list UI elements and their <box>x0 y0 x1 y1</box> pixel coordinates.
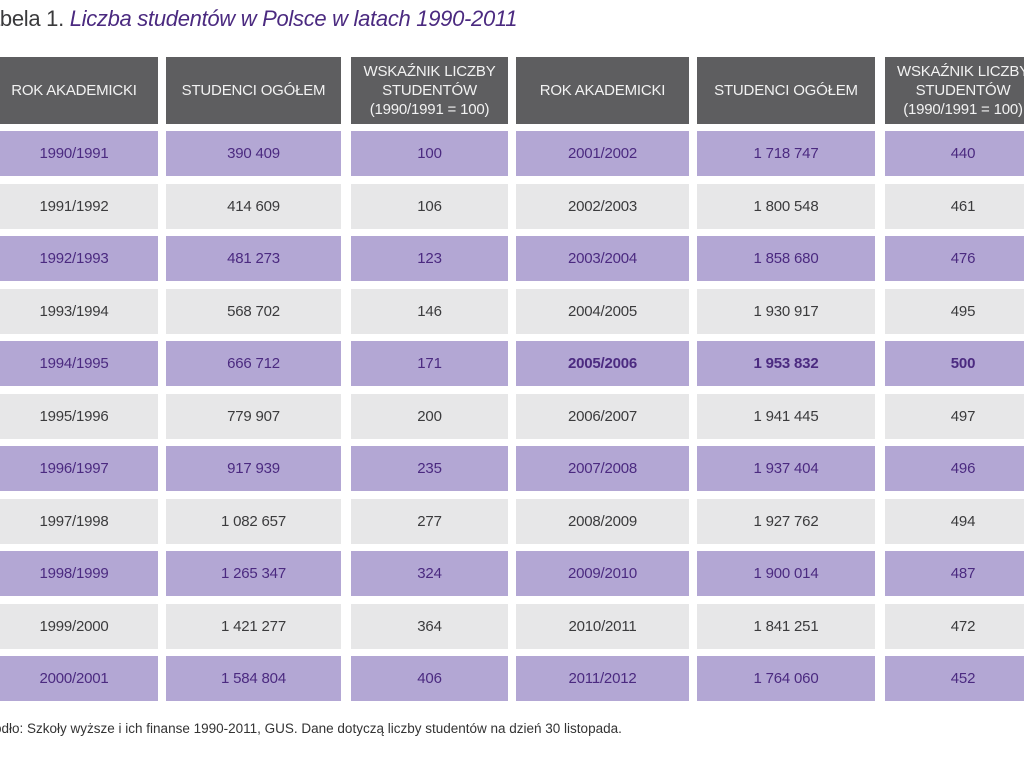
cell-students-total: 1 082 657 <box>166 499 341 544</box>
cell-academic-year: 1998/1999 <box>0 551 158 596</box>
cell-students-total: 1 421 277 <box>166 604 341 649</box>
cell-student-index: 495 <box>885 289 1024 334</box>
cell-students-total: 1 841 251 <box>697 604 875 649</box>
cell-student-index: 452 <box>885 656 1024 701</box>
cell-student-index: 100 <box>351 131 508 176</box>
cell-academic-year: 1997/1998 <box>0 499 158 544</box>
header-students-total: STUDENCI OGÓŁEM <box>697 57 875 124</box>
cell-students-total: 1 858 680 <box>697 236 875 281</box>
cell-academic-year: 1991/1992 <box>0 184 158 229</box>
cell-student-index: 494 <box>885 499 1024 544</box>
cell-student-index: 476 <box>885 236 1024 281</box>
cell-student-index: 123 <box>351 236 508 281</box>
cell-academic-year: 2010/2011 <box>516 604 689 649</box>
cell-student-index: 324 <box>351 551 508 596</box>
cell-student-index: 277 <box>351 499 508 544</box>
header-students-total: STUDENCI OGÓŁEM <box>166 57 341 124</box>
header-academic-year: ROK AKADEMICKI <box>516 57 689 124</box>
cell-academic-year: 1996/1997 <box>0 446 158 491</box>
cell-student-index: 472 <box>885 604 1024 649</box>
cell-student-index: 200 <box>351 394 508 439</box>
cell-students-total: 568 702 <box>166 289 341 334</box>
cell-students-total: 390 409 <box>166 131 341 176</box>
cell-students-total: 1 718 747 <box>697 131 875 176</box>
cell-students-total: 1 937 404 <box>697 446 875 491</box>
cell-academic-year: 2001/2002 <box>516 131 689 176</box>
cell-students-total: 1 927 762 <box>697 499 875 544</box>
cell-students-total: 917 939 <box>166 446 341 491</box>
cell-student-index: 406 <box>351 656 508 701</box>
header-student-index: WSKAŹNIK LICZBY STUDENTÓW (1990/1991 = 1… <box>885 57 1024 124</box>
cell-students-total: 1 584 804 <box>166 656 341 701</box>
cell-student-index: 235 <box>351 446 508 491</box>
cell-academic-year: 1999/2000 <box>0 604 158 649</box>
cell-students-total: 1 265 347 <box>166 551 341 596</box>
cell-students-total: 666 712 <box>166 341 341 386</box>
cell-academic-year: 2007/2008 <box>516 446 689 491</box>
cell-academic-year: 2009/2010 <box>516 551 689 596</box>
cell-students-total: 1 800 548 <box>697 184 875 229</box>
cell-students-total: 1 900 014 <box>697 551 875 596</box>
cell-academic-year: 1993/1994 <box>0 289 158 334</box>
cell-academic-year: 2003/2004 <box>516 236 689 281</box>
cell-academic-year: 2000/2001 <box>0 656 158 701</box>
header-academic-year: ROK AKADEMICKI <box>0 57 158 124</box>
cell-students-total: 779 907 <box>166 394 341 439</box>
cell-student-index: 440 <box>885 131 1024 176</box>
cell-student-index: 496 <box>885 446 1024 491</box>
table-caption: Liczba studentów w Polsce w latach 1990-… <box>69 6 518 31</box>
header-student-index: WSKAŹNIK LICZBY STUDENTÓW (1990/1991 = 1… <box>351 57 508 124</box>
cell-students-total: 1 764 060 <box>697 656 875 701</box>
cell-student-index: 146 <box>351 289 508 334</box>
cell-academic-year: 2002/2003 <box>516 184 689 229</box>
source-note: ódło: Szkoły wyższe i ich finanse 1990-2… <box>0 721 622 736</box>
cell-academic-year: 1990/1991 <box>0 131 158 176</box>
cell-students-total: 481 273 <box>166 236 341 281</box>
cell-student-index: 500 <box>885 341 1024 386</box>
cell-students-total: 1 941 445 <box>697 394 875 439</box>
cell-student-index: 461 <box>885 184 1024 229</box>
cell-academic-year: 2004/2005 <box>516 289 689 334</box>
cell-academic-year: 2011/2012 <box>516 656 689 701</box>
cell-academic-year: 2005/2006 <box>516 341 689 386</box>
cell-academic-year: 2008/2009 <box>516 499 689 544</box>
cell-student-index: 171 <box>351 341 508 386</box>
cell-student-index: 497 <box>885 394 1024 439</box>
table-title: abela 1. Liczba studentów w Polsce w lat… <box>0 6 517 32</box>
cell-academic-year: 1994/1995 <box>0 341 158 386</box>
cell-students-total: 1 930 917 <box>697 289 875 334</box>
cell-academic-year: 1992/1993 <box>0 236 158 281</box>
cell-academic-year: 1995/1996 <box>0 394 158 439</box>
cell-student-index: 487 <box>885 551 1024 596</box>
cell-student-index: 106 <box>351 184 508 229</box>
table-number: abela 1. <box>0 6 64 31</box>
cell-students-total: 1 953 832 <box>697 341 875 386</box>
cell-students-total: 414 609 <box>166 184 341 229</box>
cell-academic-year: 2006/2007 <box>516 394 689 439</box>
cell-student-index: 364 <box>351 604 508 649</box>
